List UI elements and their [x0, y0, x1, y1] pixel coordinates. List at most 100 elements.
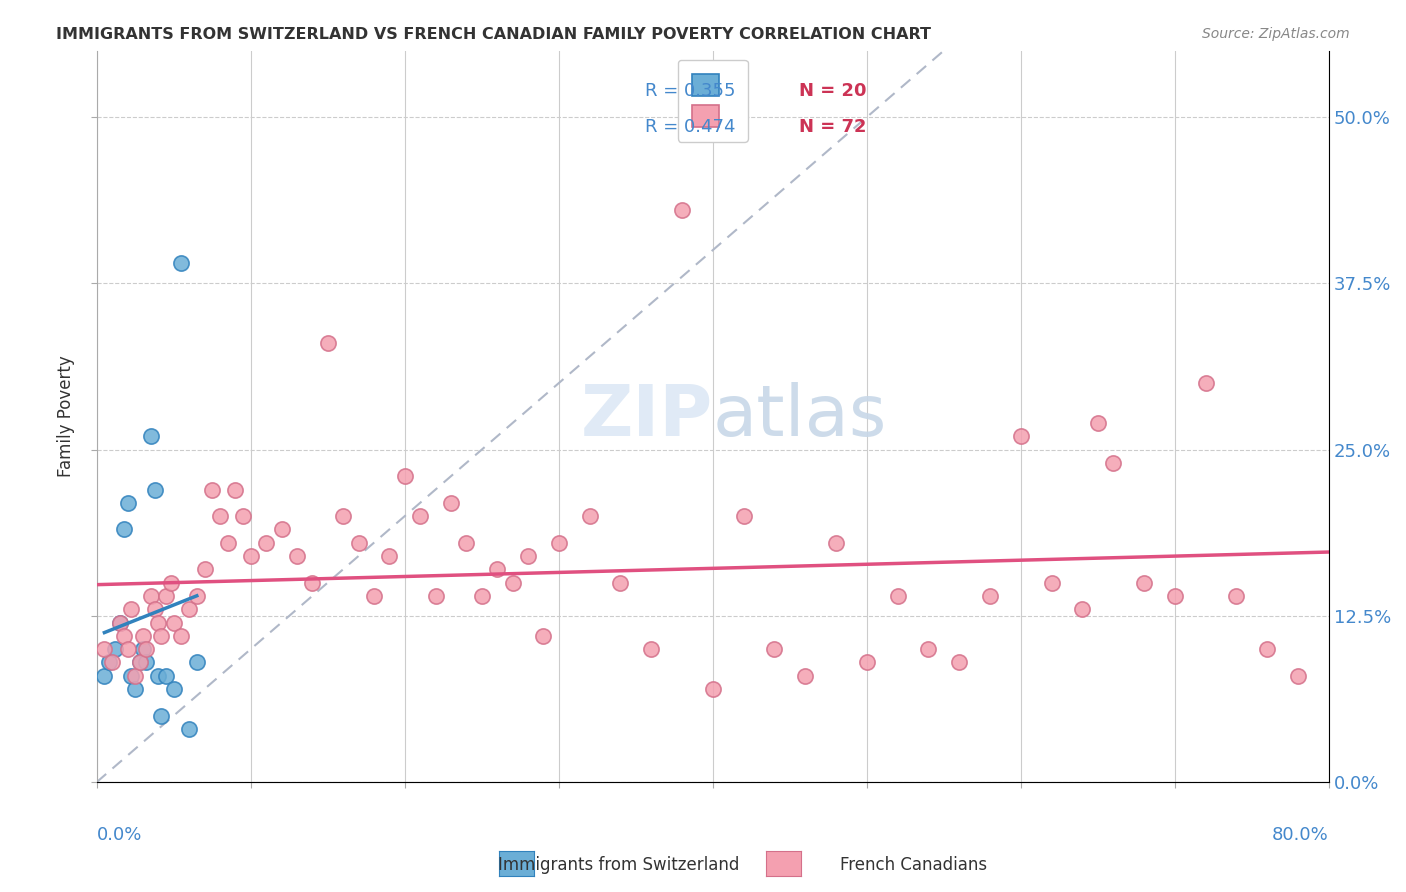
- Point: [516, 549, 538, 563]
- Point: [886, 589, 908, 603]
- Point: [254, 535, 277, 549]
- Point: [471, 589, 494, 603]
- Text: French Canadians: French Canadians: [841, 856, 987, 874]
- Legend: , : ,: [678, 60, 748, 142]
- Text: 0.0%: 0.0%: [97, 826, 142, 844]
- Point: [159, 575, 181, 590]
- Point: [702, 681, 724, 696]
- Point: [155, 589, 177, 603]
- Point: [378, 549, 401, 563]
- Point: [132, 629, 155, 643]
- Text: N = 72: N = 72: [799, 119, 866, 136]
- Point: [179, 722, 201, 736]
- Point: [640, 642, 662, 657]
- Point: [139, 589, 162, 603]
- Point: [917, 642, 939, 657]
- Point: [1194, 376, 1216, 391]
- Point: [201, 483, 224, 497]
- Point: [112, 523, 135, 537]
- Point: [224, 483, 246, 497]
- Point: [1256, 642, 1278, 657]
- Point: [128, 656, 150, 670]
- Point: [232, 509, 254, 524]
- Point: [150, 629, 173, 643]
- Text: R = 0.355: R = 0.355: [645, 82, 735, 100]
- Point: [825, 535, 848, 549]
- Point: [104, 642, 127, 657]
- Point: [347, 535, 370, 549]
- Point: [163, 615, 186, 630]
- Point: [609, 575, 631, 590]
- Point: [578, 509, 600, 524]
- Point: [155, 669, 177, 683]
- Point: [1164, 589, 1187, 603]
- Point: [285, 549, 308, 563]
- Point: [1040, 575, 1063, 590]
- Point: [148, 669, 170, 683]
- Point: [124, 669, 146, 683]
- Point: [794, 669, 817, 683]
- Point: [139, 429, 162, 443]
- Point: [117, 642, 139, 657]
- Point: [1071, 602, 1094, 616]
- Point: [143, 602, 166, 616]
- Point: [124, 681, 146, 696]
- Point: [128, 656, 150, 670]
- Point: [93, 642, 115, 657]
- Point: [135, 642, 157, 657]
- Point: [409, 509, 432, 524]
- Point: [671, 203, 693, 218]
- Point: [1133, 575, 1156, 590]
- Point: [101, 656, 124, 670]
- Point: [108, 615, 131, 630]
- Point: [208, 509, 231, 524]
- Point: [440, 496, 463, 510]
- Point: [135, 656, 157, 670]
- Point: [217, 535, 239, 549]
- Point: [132, 642, 155, 657]
- Text: atlas: atlas: [713, 382, 887, 450]
- Text: Immigrants from Switzerland: Immigrants from Switzerland: [498, 856, 740, 874]
- Point: [117, 496, 139, 510]
- Point: [148, 615, 170, 630]
- Point: [112, 629, 135, 643]
- Point: [120, 602, 142, 616]
- Point: [270, 523, 292, 537]
- Point: [332, 509, 354, 524]
- Point: [733, 509, 755, 524]
- Point: [425, 589, 447, 603]
- Text: R = 0.474: R = 0.474: [645, 119, 735, 136]
- Point: [170, 256, 193, 270]
- Point: [456, 535, 478, 549]
- Text: IMMIGRANTS FROM SWITZERLAND VS FRENCH CANADIAN FAMILY POVERTY CORRELATION CHART: IMMIGRANTS FROM SWITZERLAND VS FRENCH CA…: [56, 27, 931, 42]
- Point: [948, 656, 970, 670]
- Point: [163, 681, 186, 696]
- Point: [316, 336, 339, 351]
- Point: [1010, 429, 1032, 443]
- Point: [150, 708, 173, 723]
- Point: [486, 562, 509, 576]
- Point: [239, 549, 262, 563]
- Point: [363, 589, 385, 603]
- Point: [186, 656, 208, 670]
- Y-axis label: Family Poverty: Family Poverty: [58, 356, 75, 477]
- Point: [1286, 669, 1309, 683]
- Point: [93, 669, 115, 683]
- Text: ZIP: ZIP: [581, 382, 713, 450]
- Point: [531, 629, 554, 643]
- Point: [143, 483, 166, 497]
- Point: [120, 669, 142, 683]
- Point: [108, 615, 131, 630]
- Point: [170, 629, 193, 643]
- Point: [1087, 416, 1109, 430]
- Point: [1225, 589, 1247, 603]
- Point: [98, 656, 121, 670]
- Point: [855, 656, 877, 670]
- Point: [1102, 456, 1125, 470]
- Point: [763, 642, 786, 657]
- Text: Source: ZipAtlas.com: Source: ZipAtlas.com: [1202, 27, 1350, 41]
- Point: [979, 589, 1001, 603]
- Text: N = 20: N = 20: [799, 82, 866, 100]
- Point: [193, 562, 215, 576]
- Point: [301, 575, 323, 590]
